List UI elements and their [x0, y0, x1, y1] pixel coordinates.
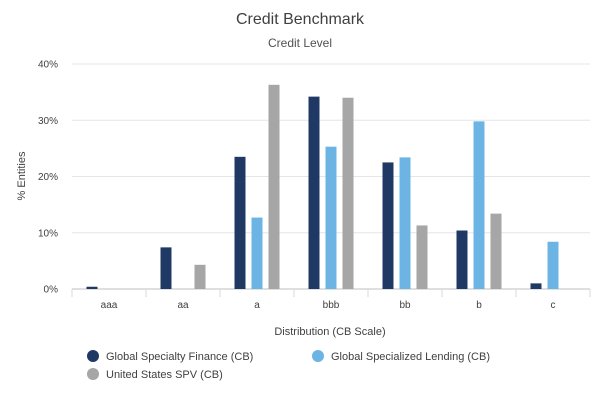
- bar: [160, 247, 172, 289]
- x-axis-label: Distribution (CB Scale): [274, 326, 385, 338]
- bar: [268, 84, 280, 289]
- bar: [399, 157, 411, 289]
- bar: [416, 225, 428, 289]
- legend-marker: [87, 350, 99, 362]
- bar: [86, 286, 98, 289]
- y-tick-label: 10%: [38, 228, 58, 239]
- x-tick-label: aa: [177, 300, 189, 311]
- bars: [86, 84, 559, 289]
- bar: [325, 146, 337, 289]
- legend-marker: [87, 368, 99, 380]
- x-tick-label: b: [476, 300, 482, 311]
- legend-label: Global Specialized Lending (CB): [331, 351, 490, 363]
- y-axis-label: % Entities: [16, 151, 28, 200]
- bar: [308, 96, 320, 289]
- bar: [456, 230, 468, 289]
- bar: [547, 241, 559, 289]
- legend-marker: [312, 350, 324, 362]
- legend-label: United States SPV (CB): [106, 369, 223, 381]
- bar: [251, 217, 263, 289]
- x-tick-label: aaa: [101, 300, 118, 311]
- x-tick-label: bbb: [323, 300, 340, 311]
- x-tick-label: c: [551, 300, 556, 311]
- chart-subtitle: Credit Level: [268, 36, 332, 50]
- bar: [473, 121, 485, 289]
- bar: [234, 156, 246, 289]
- y-axis-ticks: 0% 10% 20% 30% 40%: [38, 60, 58, 296]
- legend-label: Global Specialty Finance (CB): [106, 351, 253, 363]
- bar: [342, 97, 354, 289]
- x-tick-label: bb: [399, 300, 411, 311]
- chart-title: Credit Benchmark: [236, 11, 365, 28]
- y-tick-label: 20%: [38, 172, 58, 183]
- y-tick-label: 30%: [38, 116, 58, 127]
- x-axis-ticks: aaa aa a bbb bb b c: [101, 300, 556, 311]
- y-tick-label: 40%: [38, 60, 58, 71]
- y-tick-label: 0%: [44, 285, 59, 296]
- x-tick-label: a: [254, 300, 260, 311]
- legend: Global Specialty Finance (CB) Global Spec…: [87, 350, 490, 381]
- bar: [530, 283, 542, 289]
- bar: [490, 213, 502, 289]
- bar: [382, 162, 394, 289]
- bar: [194, 264, 206, 289]
